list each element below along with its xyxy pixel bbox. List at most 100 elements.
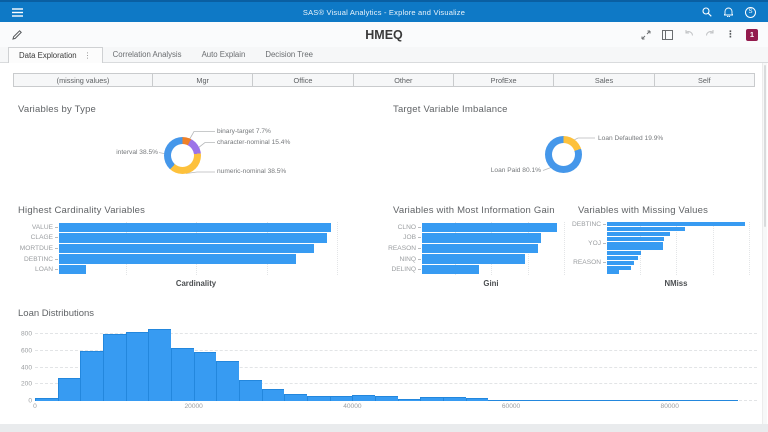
tab-kebab-icon[interactable]: ⋮ xyxy=(83,51,92,60)
histogram-bin[interactable] xyxy=(669,399,693,401)
bar-row[interactable]: JOB xyxy=(386,233,564,244)
tab-decision-tree[interactable]: Decision Tree xyxy=(255,47,323,62)
bar-row[interactable]: LOAN xyxy=(11,264,337,275)
tab-data-exploration[interactable]: Data Exploration ⋮ xyxy=(8,47,103,63)
bar[interactable] xyxy=(59,264,87,275)
histogram-bin[interactable] xyxy=(624,399,647,401)
alert-count-badge[interactable]: 1 xyxy=(746,28,758,41)
bar-row[interactable]: CLNO xyxy=(386,222,564,233)
histogram-bin[interactable] xyxy=(375,396,398,401)
bar[interactable] xyxy=(607,255,638,260)
histogram-bin[interactable] xyxy=(148,328,171,401)
redo-icon[interactable] xyxy=(705,30,715,39)
bar-row[interactable]: VALUE xyxy=(11,222,337,233)
donut-chart-target-variable-imbalance[interactable] xyxy=(545,136,582,173)
bar-row[interactable]: DELINQ xyxy=(386,264,564,275)
histogram-bin[interactable] xyxy=(443,397,466,401)
bar-row[interactable]: MORTDUE xyxy=(11,243,337,254)
hamburger-menu-icon[interactable] xyxy=(0,7,34,17)
histogram-bin[interactable] xyxy=(171,348,194,401)
bar[interactable] xyxy=(607,260,635,265)
more-options-kebab-icon[interactable]: ⋮ xyxy=(726,29,735,39)
bar-row[interactable]: CLAGE xyxy=(11,233,337,244)
histogram-bin[interactable] xyxy=(397,398,421,401)
bar[interactable] xyxy=(607,227,685,232)
tab-correlation-analysis[interactable]: Correlation Analysis xyxy=(103,47,192,62)
user-avatar[interactable]: S xyxy=(745,6,756,18)
bar[interactable] xyxy=(607,270,620,275)
bar-row[interactable] xyxy=(571,270,749,275)
bar-row[interactable] xyxy=(571,255,749,261)
histogram-bin[interactable] xyxy=(556,399,579,401)
layout-panel-icon[interactable] xyxy=(662,29,673,40)
bar[interactable] xyxy=(422,254,525,264)
bar-row[interactable]: DEBTINC xyxy=(11,254,337,265)
bar-chart-highest-cardinality[interactable]: Highest Cardinality Variables VALUE CLAGE… xyxy=(11,205,338,293)
bar-row[interactable] xyxy=(571,227,749,232)
bar[interactable] xyxy=(59,243,315,254)
bar-row[interactable]: NINQ xyxy=(386,254,564,265)
search-icon[interactable] xyxy=(702,7,712,17)
bar-row[interactable]: YOJ xyxy=(571,240,749,247)
histogram-bin[interactable] xyxy=(533,399,557,401)
histogram-bin[interactable] xyxy=(261,388,285,401)
histogram-bin[interactable] xyxy=(488,399,511,401)
bar[interactable] xyxy=(607,222,746,227)
button-office[interactable]: Office xyxy=(253,73,354,87)
bar-chart-missing-values[interactable]: Variables with Missing Values DEBTINC YOJ… xyxy=(571,205,750,293)
button-sales[interactable]: Sales xyxy=(554,73,655,87)
histogram-bin[interactable] xyxy=(57,378,81,401)
tab-auto-explain[interactable]: Auto Explain xyxy=(192,47,256,62)
bar[interactable] xyxy=(607,251,641,256)
histogram-bin[interactable] xyxy=(352,394,375,401)
histogram-bin[interactable] xyxy=(511,399,534,401)
bar[interactable] xyxy=(607,246,663,251)
button-mgr[interactable]: Mgr xyxy=(153,73,254,87)
bar-row[interactable]: REASON xyxy=(386,243,564,254)
vertical-scrollbar[interactable] xyxy=(762,63,767,424)
button-other[interactable]: Other xyxy=(353,73,454,87)
bar[interactable] xyxy=(607,265,632,270)
bar-row[interactable] xyxy=(571,231,749,237)
bar[interactable] xyxy=(59,222,331,233)
undo-icon[interactable] xyxy=(684,30,694,39)
bar-row[interactable]: DEBTINC xyxy=(571,221,749,228)
bar[interactable] xyxy=(422,243,539,254)
histogram-loan-distributions[interactable]: Loan Distributions 0 200 400 600 800 0 20000 40… xyxy=(11,308,758,420)
bar[interactable] xyxy=(607,241,664,246)
histogram-bin[interactable] xyxy=(216,361,239,401)
bar-chart-information-gain[interactable]: Variables with Most Information Gain CLN… xyxy=(386,205,565,293)
edit-pencil-icon[interactable] xyxy=(0,29,22,40)
histogram-bin[interactable] xyxy=(692,399,716,401)
bar-row[interactable] xyxy=(571,246,749,251)
bar[interactable] xyxy=(607,231,671,236)
bar-row[interactable]: REASON xyxy=(571,259,749,266)
bar[interactable] xyxy=(59,254,297,264)
histogram-bin[interactable] xyxy=(35,398,58,401)
histogram-bin[interactable] xyxy=(284,394,307,401)
bar[interactable] xyxy=(422,222,558,233)
histogram-bin[interactable] xyxy=(103,334,126,401)
histogram-bin[interactable] xyxy=(80,351,103,401)
button-self[interactable]: Self xyxy=(654,73,755,87)
histogram-bin[interactable] xyxy=(307,396,330,401)
scrollbar-thumb[interactable] xyxy=(764,65,766,228)
histogram-bin[interactable] xyxy=(420,396,443,401)
notifications-bell-icon[interactable] xyxy=(724,7,733,17)
bar[interactable] xyxy=(422,264,479,275)
histogram-bin[interactable] xyxy=(125,331,149,401)
histogram-bin[interactable] xyxy=(647,399,670,401)
bar-row[interactable] xyxy=(571,265,749,270)
button-profexe[interactable]: ProfExe xyxy=(453,73,555,87)
histogram-bin[interactable] xyxy=(715,399,738,401)
bar[interactable] xyxy=(607,236,664,241)
histogram-bin[interactable] xyxy=(193,351,217,401)
histogram-bin[interactable] xyxy=(601,399,625,401)
maximize-icon[interactable] xyxy=(641,30,651,40)
bar-row[interactable] xyxy=(571,236,749,241)
donut-chart-variables-by-type[interactable] xyxy=(164,137,201,174)
button-missing-values[interactable]: (missing values) xyxy=(13,73,153,87)
histogram-bin[interactable] xyxy=(465,398,489,401)
histogram-bin[interactable] xyxy=(579,399,602,401)
bar[interactable] xyxy=(422,233,541,243)
